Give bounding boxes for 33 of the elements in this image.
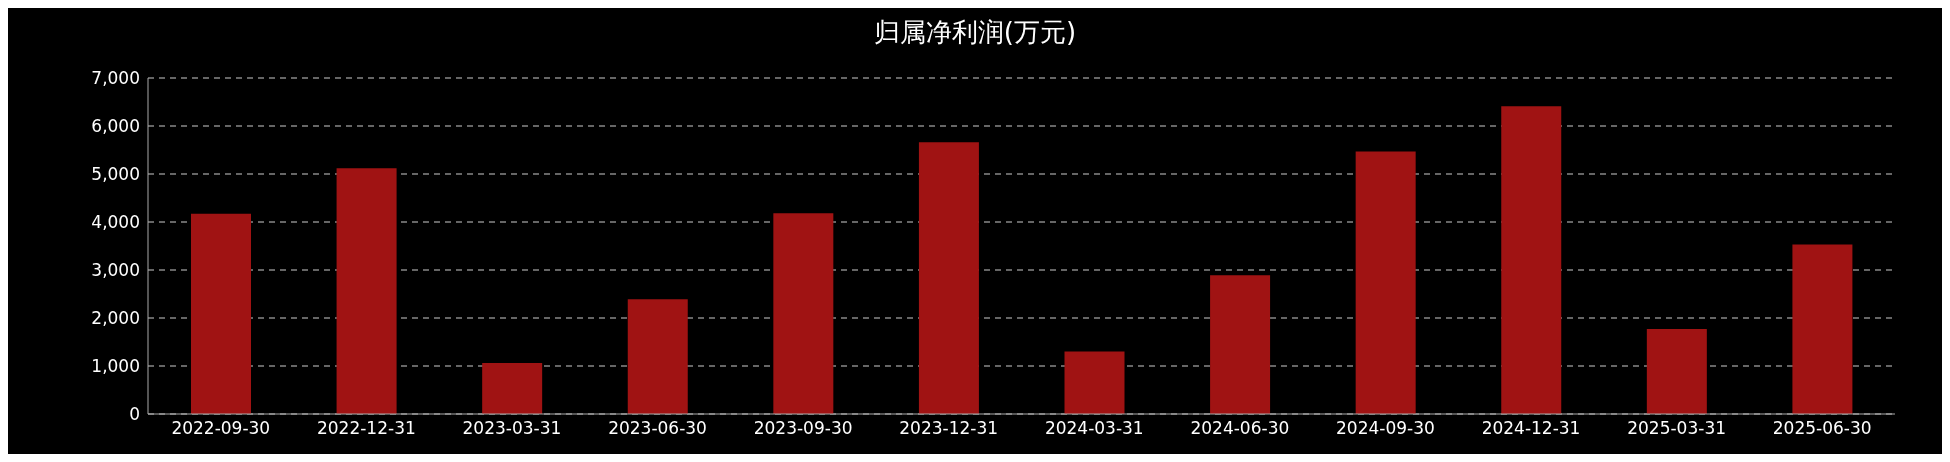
y-tick-label: 2,000 (91, 308, 140, 329)
y-tick-label: 4,000 (91, 212, 140, 233)
x-tick-label: 2025-06-30 (1772, 418, 1872, 439)
y-tick-label: 5,000 (91, 164, 140, 185)
y-tick-label: 3,000 (91, 260, 140, 281)
bar (773, 213, 834, 414)
x-tick-label: 2023-12-31 (899, 418, 999, 439)
y-tick-label: 7,000 (91, 68, 140, 89)
x-tick-label: 2023-09-30 (753, 418, 853, 439)
x-tick-label: 2024-06-30 (1190, 418, 1290, 439)
bar (1792, 244, 1853, 414)
bar (1501, 106, 1562, 414)
bar (1646, 329, 1707, 414)
bar (1064, 351, 1125, 414)
x-tick-label: 2024-09-30 (1336, 418, 1435, 439)
x-tick-label: 2023-03-31 (462, 418, 562, 439)
x-tick-label: 2024-03-31 (1044, 418, 1144, 439)
bar (1210, 275, 1271, 414)
y-tick-label: 0 (129, 404, 140, 425)
x-tick-label: 2022-09-30 (171, 418, 271, 439)
bar (627, 299, 688, 414)
x-tick-label: 2023-06-30 (608, 418, 707, 439)
x-tick-label: 2025-03-31 (1627, 418, 1727, 439)
bar (482, 363, 543, 414)
chart-title: 归属净利润(万元) (872, 16, 1078, 49)
y-tick-label: 1,000 (91, 356, 140, 377)
bar (336, 168, 397, 414)
bar (1355, 151, 1416, 414)
x-tick-label: 2022-12-31 (316, 418, 416, 439)
x-tick-label: 2024-12-31 (1481, 418, 1581, 439)
bar (191, 213, 251, 414)
bar (918, 142, 979, 414)
y-tick-label: 6,000 (91, 116, 140, 137)
